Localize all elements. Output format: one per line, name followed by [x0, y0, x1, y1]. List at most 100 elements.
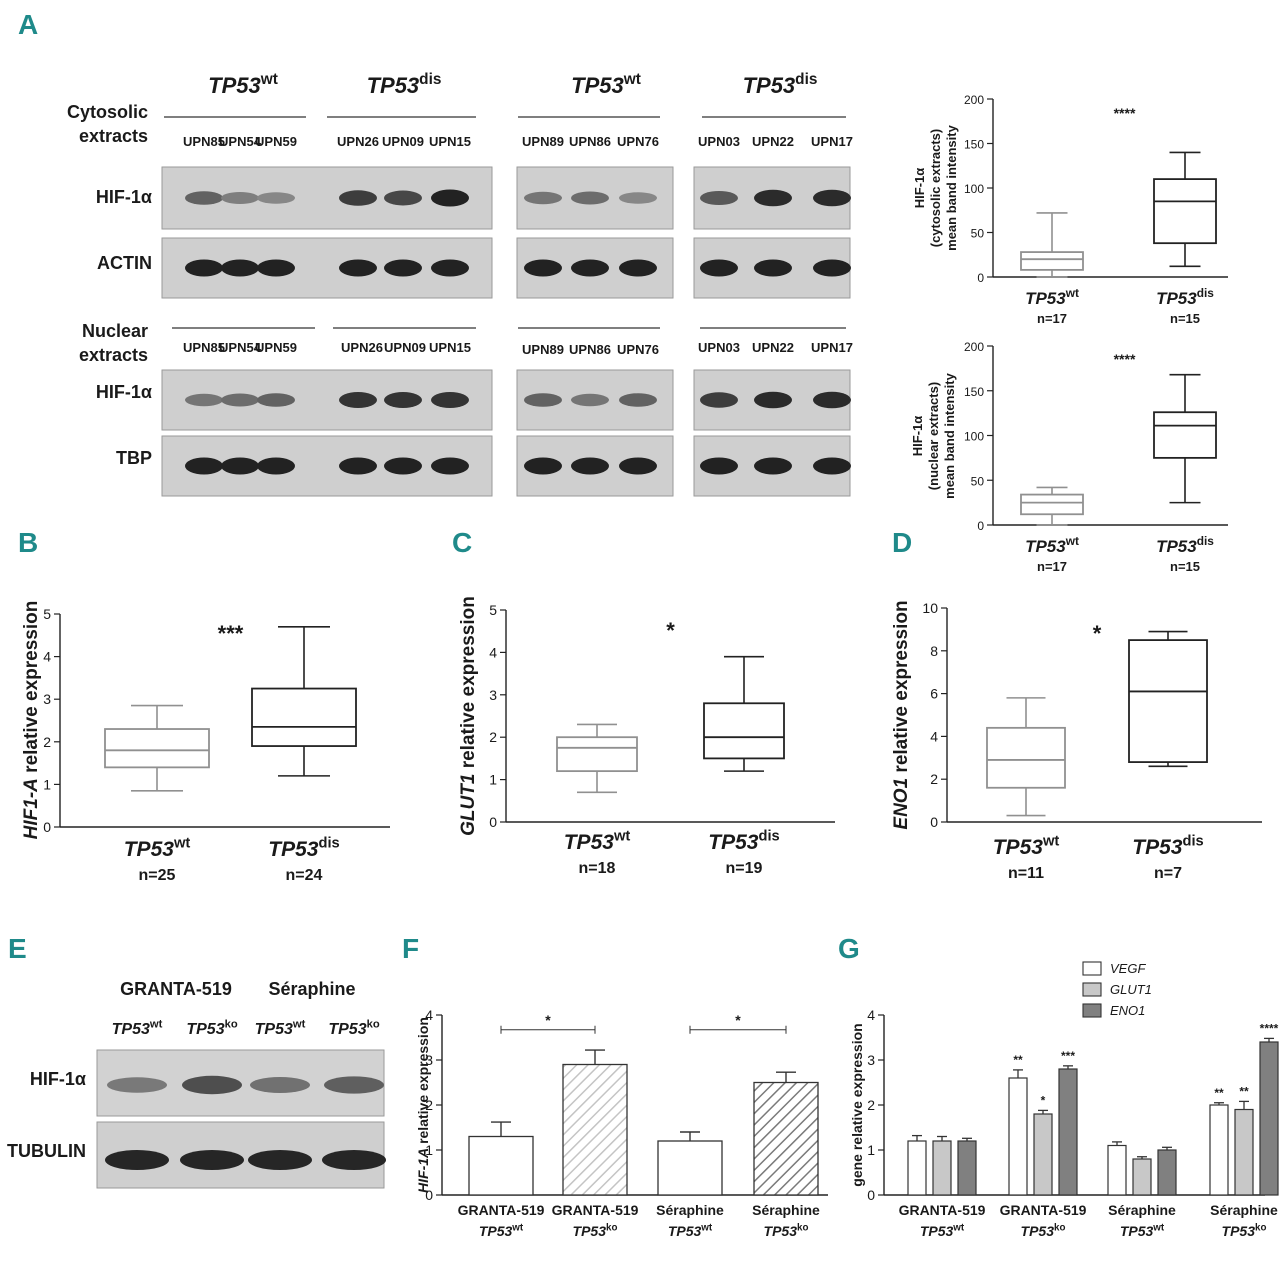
y-tick-label: 0	[977, 519, 984, 533]
legend-label: ENO1	[1110, 1003, 1145, 1018]
sig-label: ****	[1260, 1021, 1279, 1035]
y-tick-label: 50	[971, 474, 985, 488]
y-tick-label: 200	[964, 340, 984, 354]
blot-band	[384, 190, 422, 206]
panel-label-g: G	[838, 933, 860, 964]
blot-band	[221, 192, 259, 204]
group-label: TP53dis	[268, 836, 339, 861]
blot-band	[257, 259, 295, 277]
group-label: TP53dis	[708, 829, 779, 854]
n-label: n=19	[726, 860, 763, 877]
bar	[1058, 1068, 1078, 1196]
hif-nuc-label: HIF-1α	[96, 382, 152, 402]
x-category-label: Séraphine	[656, 1202, 724, 1218]
y-tick-label: 2	[425, 1097, 433, 1113]
significance-label: *	[1093, 621, 1102, 646]
lane-label: UPN59	[255, 134, 297, 149]
lane-label: UPN03	[698, 134, 740, 149]
y-tick-label: 0	[930, 814, 938, 830]
y-tick-label: 2	[489, 729, 497, 745]
blot-band	[182, 1075, 242, 1095]
y-tick-label: 6	[930, 686, 938, 702]
panel-label-e: E	[8, 933, 27, 964]
box	[1020, 493, 1084, 516]
blot-band	[339, 392, 377, 408]
lane-label: UPN15	[429, 134, 471, 149]
lane-label: UPN54	[219, 340, 262, 355]
blot-band	[431, 259, 469, 277]
n-label: n=7	[1154, 865, 1182, 882]
blot-band	[221, 393, 259, 407]
panel-label-f: F	[402, 933, 419, 964]
significance-label: ****	[1114, 351, 1136, 367]
y-tick-label: 3	[489, 687, 497, 703]
lane-label: UPN26	[341, 340, 383, 355]
blot-band	[571, 259, 609, 277]
y-tick-label: 4	[425, 1007, 433, 1023]
legend-label: VEGF	[1110, 961, 1146, 976]
y-tick-label: 1	[867, 1142, 875, 1158]
n-label: n=17	[1037, 559, 1067, 574]
bar	[753, 1081, 819, 1196]
blot-band	[431, 189, 469, 207]
y-tick-label: 0	[867, 1187, 875, 1203]
bar	[1132, 1158, 1152, 1196]
x-category-sublabel: TP53wt	[1120, 1222, 1165, 1239]
y-tick-label: 0	[977, 271, 984, 285]
blot-band	[185, 259, 223, 277]
blot-band	[221, 457, 259, 475]
group-label: TP53dis	[1156, 534, 1214, 556]
y-tick-label: 1	[425, 1142, 433, 1158]
lane-label: UPN85	[183, 134, 225, 149]
blot-band	[813, 189, 851, 207]
blot-band	[185, 457, 223, 475]
y-tick-label: 4	[489, 644, 497, 660]
lane-label: UPN86	[569, 134, 611, 149]
blot-band	[322, 1150, 386, 1170]
box	[1153, 178, 1217, 245]
lane-label-e: TP53ko	[186, 1019, 237, 1038]
bar	[1234, 1108, 1254, 1196]
x-category-sublabel: TP53ko	[764, 1222, 809, 1239]
panel-label-b: B	[18, 527, 38, 558]
sig-label: *	[1041, 1093, 1046, 1107]
blot-band	[619, 393, 657, 407]
bar	[932, 1140, 952, 1196]
tbp-label: TBP	[116, 448, 152, 468]
y-tick-label: 150	[964, 138, 984, 152]
sig-label: **	[1239, 1084, 1249, 1098]
box	[1153, 411, 1217, 459]
x-category-label: GRANTA-519	[458, 1202, 545, 1218]
lane-label: UPN17	[811, 134, 853, 149]
chart-a-nuc: 0 50 100 150 200 TP53wt n=17 TP53dis n=15 **** HIF…	[910, 340, 1228, 574]
y-axis-label: GLUT1 relative expression	[458, 596, 479, 836]
y-tick-label: 2	[930, 771, 938, 787]
lane-label: UPN76	[617, 134, 659, 149]
y-tick-label: 10	[922, 600, 938, 616]
seraphine-label: Séraphine	[268, 979, 355, 999]
blot-band	[257, 457, 295, 475]
y-tick-label: 2	[867, 1097, 875, 1113]
blot-band	[339, 190, 377, 206]
blot-band	[107, 1077, 167, 1093]
y-tick-label: 5	[489, 602, 497, 618]
y-tick-label: 100	[964, 430, 984, 444]
hif-cyto-label: HIF-1α	[96, 187, 152, 207]
y-tick-label: 8	[930, 643, 938, 659]
bar	[1033, 1113, 1053, 1196]
bar	[1209, 1104, 1229, 1196]
y-axis-label: (nuclear extracts)	[926, 382, 941, 490]
lane-label: UPN54	[219, 134, 262, 149]
x-category-sublabel: TP53ko	[1222, 1222, 1267, 1239]
box	[556, 736, 638, 773]
n-label: n=11	[1008, 865, 1044, 882]
n-label: n=15	[1170, 559, 1200, 574]
y-axis-label: HIF-1α	[912, 168, 927, 209]
lane-label-e: TP53ko	[328, 1019, 379, 1038]
lane-label: UPN86	[569, 342, 611, 357]
legend-swatch	[1082, 961, 1102, 976]
cytosolic-label-line1: Cytosolic	[67, 102, 148, 122]
panel-e-blots: GRANTA-519 Séraphine HIF-1α TP53wt TP53ko…	[7, 979, 386, 1189]
x-category-sublabel: TP53ko	[1021, 1222, 1066, 1239]
